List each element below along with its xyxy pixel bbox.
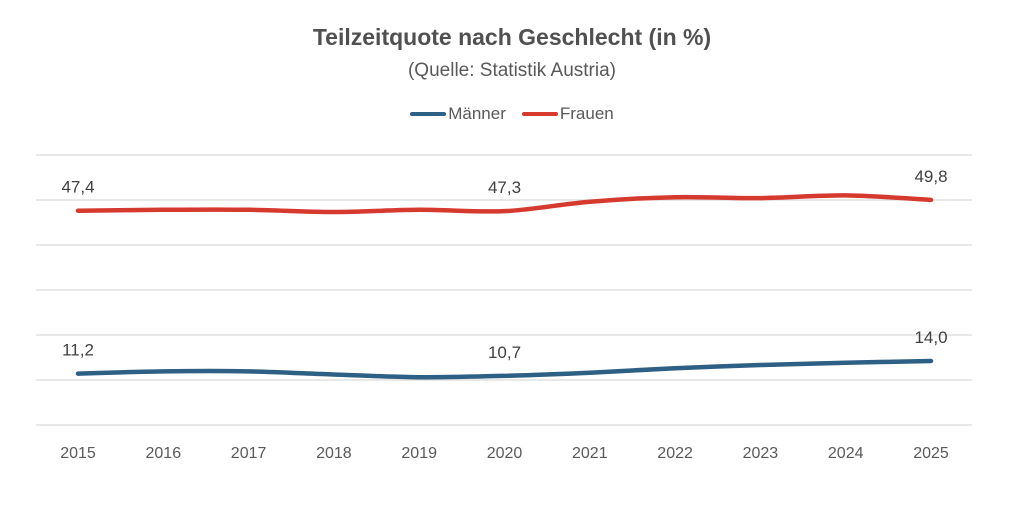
data-point-frauen-2022	[672, 194, 678, 200]
legend-label-frauen: Frauen	[559, 104, 614, 123]
legend-item-maenner[interactable]: Männer	[410, 104, 506, 124]
data-point-frauen-2025	[928, 197, 934, 203]
series-lines	[75, 192, 934, 380]
data-labels: 11,2 10,7 14,0 47,4 47,3 49,8	[61, 167, 947, 362]
data-point-frauen-2024	[843, 192, 849, 198]
series-line-maenner[interactable]	[75, 358, 934, 380]
x-tick-label-2017: 2017	[231, 445, 267, 462]
data-label-frauen-2015: 47,4	[61, 178, 94, 197]
data-point-maenner-2018	[331, 372, 337, 378]
data-label-maenner-2020: 10,7	[488, 343, 521, 362]
x-tick-label-2022: 2022	[657, 445, 693, 462]
data-point-maenner-2021	[587, 370, 593, 376]
legend-swatch-maenner	[410, 112, 447, 116]
data-point-maenner-2019	[416, 374, 422, 380]
series-line-frauen[interactable]	[75, 193, 934, 215]
x-tick-label-2021: 2021	[572, 445, 608, 462]
data-label-frauen-2020: 47,3	[488, 178, 521, 197]
data-point-frauen-2017	[246, 207, 252, 213]
data-label-maenner-2015: 11,2	[62, 341, 94, 360]
x-tick-label-2015: 2015	[60, 445, 96, 462]
x-tick-label-2023: 2023	[743, 445, 779, 462]
x-axis: 2015 2016 2017 2018 2019 2020 2021 2022 2023 2024…	[60, 445, 949, 462]
data-point-frauen-2018	[331, 209, 337, 215]
data-point-frauen-2021	[587, 199, 593, 205]
x-tick-label-2025: 2025	[913, 445, 949, 462]
chart-legend: Männer Frauen	[0, 104, 1024, 124]
legend-swatch-frauen	[521, 112, 558, 116]
data-point-maenner-2016	[160, 368, 166, 374]
gridlines	[36, 154, 972, 426]
data-point-frauen-2020	[502, 208, 508, 214]
data-label-frauen-2025: 49,8	[914, 167, 947, 186]
data-point-maenner-2023	[757, 362, 763, 368]
data-point-maenner-2024	[843, 360, 849, 366]
legend-item-frauen[interactable]: Frauen	[521, 104, 614, 124]
x-tick-label-2016: 2016	[146, 445, 182, 462]
data-point-maenner-2017	[246, 368, 252, 374]
x-tick-label-2018: 2018	[316, 445, 352, 462]
data-point-frauen-2015	[75, 208, 81, 214]
data-point-maenner-2015	[75, 371, 81, 377]
data-point-frauen-2016	[160, 207, 166, 213]
data-point-maenner-2020	[502, 373, 508, 379]
data-point-frauen-2023	[757, 195, 763, 201]
data-point-maenner-2022	[672, 365, 678, 371]
x-tick-label-2019: 2019	[401, 445, 437, 462]
x-tick-label-2024: 2024	[828, 445, 864, 462]
data-point-maenner-2025	[928, 358, 934, 364]
data-label-maenner-2025: 14,0	[914, 328, 947, 347]
chart-title: Teilzeitquote nach Geschlecht (in %)	[312, 24, 712, 50]
data-point-frauen-2019	[416, 207, 422, 213]
chart-subtitle: (Quelle: Statistik Austria)	[407, 60, 617, 81]
legend-label-maenner: Männer	[448, 104, 506, 123]
x-tick-label-2020: 2020	[487, 445, 523, 462]
